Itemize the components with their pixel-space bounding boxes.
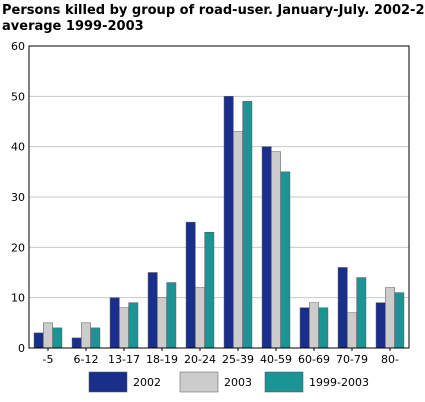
y-tick-label: 20	[11, 241, 25, 254]
bar-1999-2003-25-39	[242, 101, 253, 349]
x-tick-label: 18-19	[146, 353, 178, 366]
bar-2002-70-79	[337, 267, 348, 349]
bar-2002-6-12	[71, 337, 82, 349]
legend-swatch	[179, 371, 219, 393]
bar-2003--5	[43, 322, 53, 349]
y-tick-label: 10	[11, 292, 25, 305]
bar-2002-60-69	[299, 307, 310, 349]
y-tick-label: 60	[11, 40, 25, 53]
bar-2003-20-24	[195, 287, 205, 349]
chart-title-line-1: Persons killed by group of road-user. Ja…	[2, 3, 425, 18]
bar-1999-2003-80-	[394, 292, 405, 349]
chart-title-line-2: average 1999-2003	[2, 19, 144, 34]
bar-2003-70-79	[347, 312, 357, 349]
y-tick-label: 0	[18, 342, 25, 355]
bar-1999-2003-60-69	[318, 307, 329, 349]
bar-2003-18-19	[157, 297, 167, 349]
x-tick-label: 25-39	[222, 353, 254, 366]
bar-1999-2003-6-12	[90, 327, 101, 349]
bar-1999-2003-70-79	[356, 277, 367, 349]
bar-2003-25-39	[233, 131, 243, 349]
x-tick-label: 6-12	[74, 353, 99, 366]
bar-2003-80-	[385, 287, 395, 349]
legend-label: 2003	[224, 376, 252, 389]
legend-label: 1999-2003	[309, 376, 369, 389]
bar-2003-60-69	[309, 302, 319, 349]
bar-2003-13-17	[119, 307, 129, 349]
x-tick-label: 13-17	[108, 353, 140, 366]
y-tick-label: 40	[11, 141, 25, 154]
bar-2002-25-39	[223, 96, 234, 349]
legend-swatch	[264, 371, 304, 393]
bar-1999-2003--5	[52, 327, 63, 349]
x-tick-label: 40-59	[260, 353, 292, 366]
legend-label: 2002	[133, 376, 161, 389]
x-tick-label: 70-79	[336, 353, 368, 366]
y-tick-label: 30	[11, 191, 25, 204]
legend-swatch	[88, 371, 128, 393]
bar-1999-2003-40-59	[280, 171, 291, 349]
x-tick-label: -5	[43, 353, 54, 366]
bar-2002--5	[33, 332, 44, 349]
x-tick-label: 60-69	[298, 353, 330, 366]
bar-2002-80-	[375, 302, 386, 349]
bar-2002-20-24	[185, 221, 196, 349]
bar-2003-40-59	[271, 151, 281, 349]
bar-1999-2003-18-19	[166, 282, 177, 349]
bar-1999-2003-20-24	[204, 231, 215, 349]
bar-2002-13-17	[109, 297, 120, 349]
bar-2002-40-59	[261, 146, 272, 349]
x-tick-label: 20-24	[184, 353, 216, 366]
plot-frame	[28, 45, 410, 349]
legend: 2002 2003 1999-2003	[88, 371, 369, 393]
y-tick-label: 50	[11, 90, 25, 103]
bar-2002-18-19	[147, 272, 158, 349]
bar-2003-6-12	[81, 322, 91, 349]
x-tick-label: 80-	[381, 353, 399, 366]
bar-1999-2003-13-17	[128, 302, 139, 349]
plot-area: 0 10 20 30 40 50 60 -5 6-12 13-17 18-19 20-24 25-39 4…	[11, 40, 410, 366]
